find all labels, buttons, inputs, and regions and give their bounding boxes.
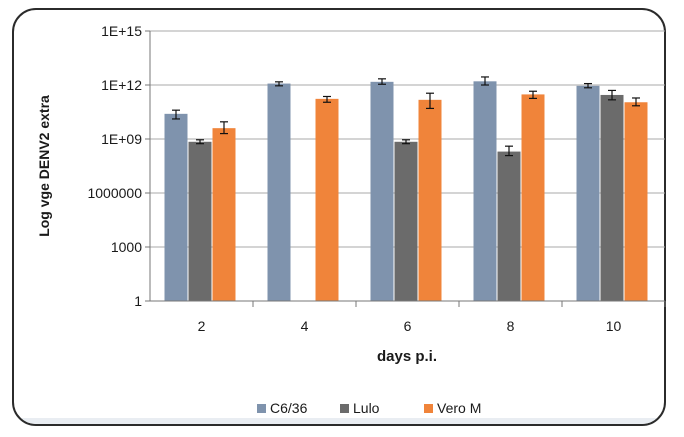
bar — [576, 85, 600, 301]
bar — [473, 81, 497, 302]
bar — [315, 98, 339, 301]
bars — [164, 76, 648, 302]
x-axis-label: days p.i. — [377, 348, 437, 365]
y-tick-label: 1000000 — [87, 185, 142, 201]
y-tick-label: 1000 — [111, 239, 142, 255]
y-tick-label: 1E+12 — [101, 77, 142, 93]
legend-label: Vero M — [437, 400, 481, 416]
legend-swatch — [257, 404, 266, 413]
chart-frame — [12, 8, 666, 426]
bar — [394, 141, 418, 301]
bar — [497, 151, 521, 301]
legend-label: C6/36 — [270, 400, 308, 416]
x-tick-label: 4 — [301, 318, 309, 334]
y-axis-label: Log vge DENV2 extra — [36, 95, 52, 237]
bar — [624, 102, 648, 301]
axes: 1 1000 1000000 1E+09 1E+12 1E+15 2 4 6 8 10 — [87, 23, 666, 334]
legend-label: Lulo — [353, 400, 380, 416]
x-tick-label: 6 — [404, 318, 412, 334]
legend: C6/36 Lulo Vero M — [257, 400, 481, 416]
bar — [418, 99, 442, 302]
legend-swatch — [424, 404, 433, 413]
bar — [188, 141, 212, 301]
bar — [164, 113, 188, 301]
x-tick-label: 10 — [606, 318, 622, 334]
y-tick-label: 1E+09 — [101, 131, 142, 147]
frame-bottom-strip — [14, 418, 664, 424]
y-tick-label: 1E+15 — [101, 23, 142, 39]
bar — [521, 94, 545, 301]
y-tick-label: 1 — [134, 293, 142, 309]
x-tick-label: 8 — [507, 318, 515, 334]
legend-swatch — [340, 404, 349, 413]
bar — [267, 83, 291, 301]
bar — [600, 94, 624, 301]
bar — [212, 128, 236, 301]
bar — [370, 81, 394, 302]
x-tick-label: 2 — [198, 318, 206, 334]
